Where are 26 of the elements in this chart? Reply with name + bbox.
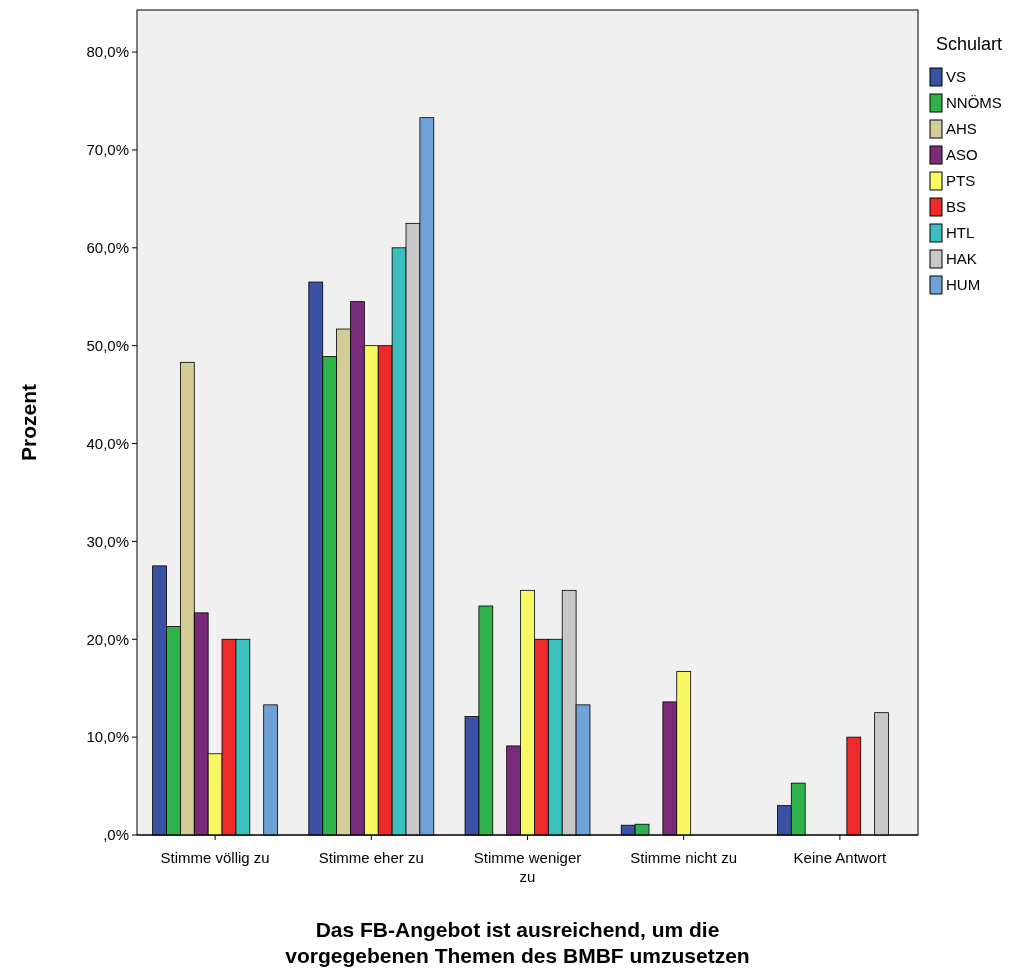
legend-label: VS [946, 68, 967, 86]
legend-title: Schulart [936, 34, 1003, 54]
y-tick-label: ,0% [103, 826, 129, 844]
y-tick-label: 10,0% [86, 728, 129, 746]
legend-label: BS [946, 198, 967, 216]
x-axis-title: Das FB-Angebot ist ausreichend, um die vorgegebenen Themen des BMBF umzusetzen [285, 918, 750, 967]
x-tick-label: Stimme nicht zu [630, 849, 738, 866]
y-tick-label: 20,0% [86, 630, 129, 648]
legend-label: HAK [946, 250, 977, 268]
x-tick-label: Stimme weniger zu [473, 849, 582, 885]
y-tick-label: 40,0% [86, 434, 129, 452]
legend-label: HUM [946, 276, 981, 294]
legend-label: ASO [946, 146, 978, 164]
x-tick-label: Keine Antwort [793, 849, 888, 866]
y-tick-label: 70,0% [86, 141, 129, 159]
y-tick-label: 30,0% [86, 532, 129, 550]
legend-label: AHS [946, 120, 977, 138]
y-axis-title: Prozent [17, 383, 40, 462]
y-tick-label: 60,0% [86, 239, 129, 257]
y-tick-label: 80,0% [86, 43, 129, 61]
legend-label: HTL [946, 224, 975, 242]
y-tick-label: 50,0% [86, 336, 129, 354]
x-tick-label: Stimme völlig zu [160, 849, 270, 866]
legend-label: PTS [946, 172, 976, 190]
legend-label: NNÖMS [946, 94, 1002, 112]
x-tick-label: Stimme eher zu [318, 849, 424, 866]
